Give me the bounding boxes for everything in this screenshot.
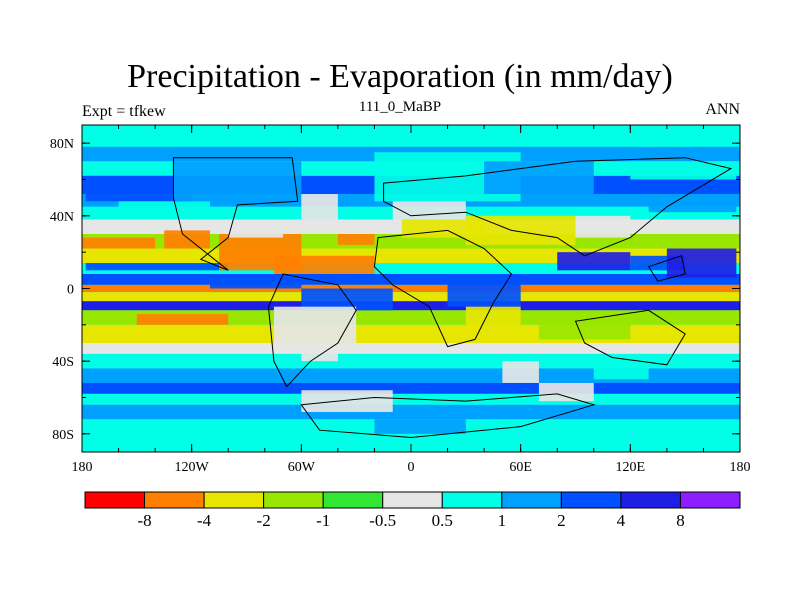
field-patch (85, 263, 229, 271)
field-patch (465, 215, 576, 245)
field-patch (648, 194, 737, 213)
chart-title: Precipitation - Evaporation (in mm/day) (127, 58, 673, 95)
field-patch (447, 273, 521, 307)
field-band (82, 353, 740, 369)
colorbar-label: -1 (316, 511, 330, 530)
field-band (82, 125, 740, 144)
y-tick-label: 80S (52, 428, 74, 443)
field-band (82, 382, 740, 394)
field-band (82, 284, 740, 293)
colorbar-swatch (144, 491, 205, 509)
colorbar-label: -8 (137, 511, 151, 530)
coastline (574, 309, 686, 366)
y-tick-label: 0 (67, 283, 74, 298)
field-band (82, 301, 740, 311)
x-tick-label: 120E (616, 460, 646, 475)
coastline (267, 273, 357, 388)
field-patch (502, 361, 539, 383)
coastline (647, 255, 686, 282)
y-tick-label: 40N (50, 210, 74, 225)
field-patch (301, 343, 338, 362)
colorbar-swatch (263, 491, 324, 509)
field-patch (228, 223, 284, 238)
field-patch (219, 234, 302, 271)
colorbar-label: 8 (676, 511, 685, 530)
colorbar-label: 0.5 (432, 511, 453, 530)
x-tick-label: 180 (730, 460, 751, 475)
colorbar-swatch (382, 491, 443, 509)
field-patch (630, 161, 737, 180)
colorbar-label: 2 (557, 511, 566, 530)
colorbar-swatch (441, 491, 503, 509)
map-field (82, 125, 740, 452)
field-patch (82, 237, 156, 249)
field-patch (209, 277, 302, 289)
colorbar-label: -0.5 (369, 511, 396, 530)
coastline (300, 393, 596, 439)
field-patch (666, 248, 737, 278)
colorbar-label: 4 (617, 511, 626, 530)
colorbar-label: -4 (197, 511, 212, 530)
field-band (82, 273, 740, 285)
subtitle-label: 111_0_MaBP (358, 99, 442, 115)
colorbar-label: -2 (257, 511, 271, 530)
colorbar-label: 1 (498, 511, 507, 530)
field-patch (392, 201, 466, 225)
field-patch (301, 288, 393, 311)
y-tick-label: 40S (52, 355, 74, 370)
experiment-label: Expt = tfkew (82, 103, 166, 120)
x-tick-label: 180 (72, 460, 93, 475)
field-patch (164, 230, 210, 249)
field-patch (273, 306, 357, 343)
field-patch (593, 361, 649, 380)
colorbar-swatch (560, 491, 622, 509)
colorbar-swatch (203, 491, 265, 509)
field-patch (538, 382, 594, 402)
x-tick-label: 60W (288, 460, 316, 475)
field-band (82, 404, 740, 420)
colorbar-swatch (620, 491, 681, 509)
season-label: ANN (705, 101, 740, 118)
coastline (172, 157, 299, 271)
colorbar-swatch (322, 491, 384, 509)
x-tick-label: 60E (509, 460, 532, 475)
field-band (82, 343, 740, 354)
field-patch (301, 390, 393, 413)
field-patch (465, 306, 521, 329)
field-patch (557, 252, 631, 271)
field-patch (374, 419, 466, 434)
field-patch (136, 313, 229, 325)
colorbar: -8 -4 -2 -1 -0.5 0.5 1 2 4 8 (84, 491, 741, 530)
coastline (373, 229, 513, 348)
field-patch (173, 161, 302, 202)
x-tick-label: 0 (408, 460, 415, 475)
x-tick-label: 120W (175, 460, 210, 475)
field-band (82, 263, 740, 274)
map-axes: 180 120W 60W 0 60E 120E 180 80N 40N 0 40S 80S (50, 124, 751, 475)
field-patch (337, 234, 375, 245)
field-patch (484, 161, 594, 195)
y-tick-label: 80N (50, 137, 74, 152)
field-band (82, 292, 740, 302)
colorbar-swatch (679, 491, 741, 509)
colorbar-swatch (84, 491, 146, 509)
field-patch (301, 194, 338, 220)
colorbar-swatch (501, 491, 562, 509)
field-band (82, 368, 740, 383)
field-patch (538, 315, 631, 340)
field-band (82, 324, 740, 343)
field-patch (118, 201, 210, 220)
coastline (383, 157, 733, 257)
field-patch (575, 215, 631, 238)
